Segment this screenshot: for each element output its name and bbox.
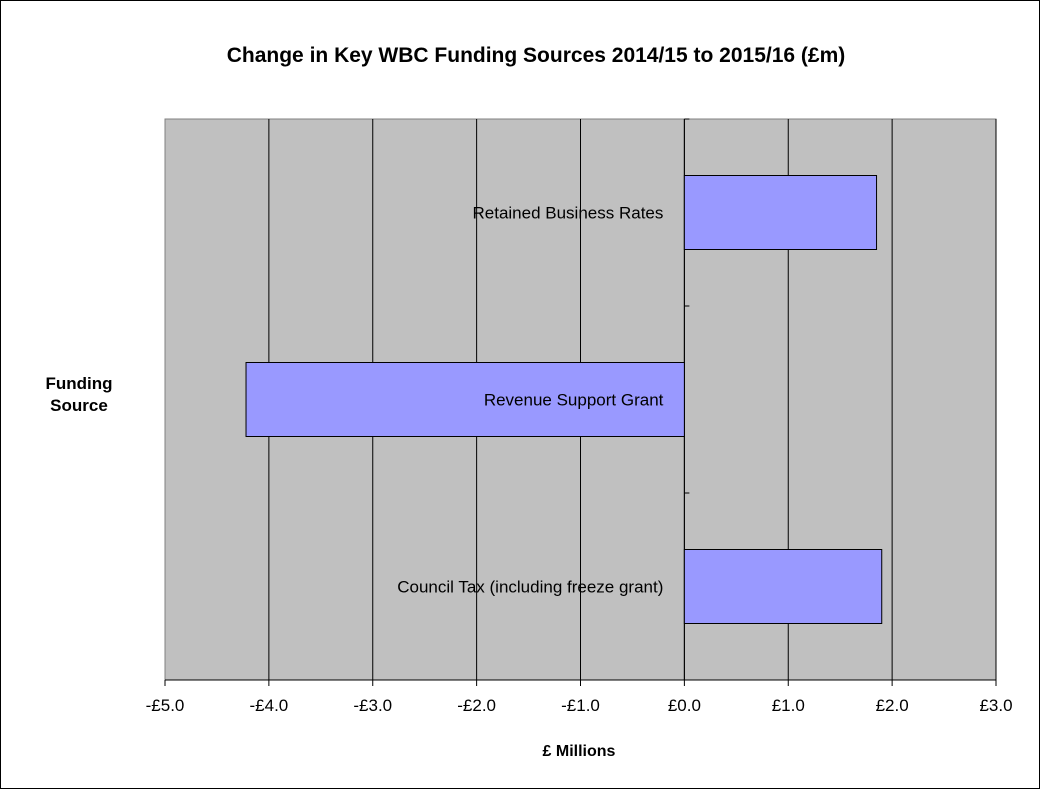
bar-1: [245, 362, 685, 437]
x-axis-title: £ Millions: [542, 743, 616, 760]
x-tick-label-6: £1.0: [772, 696, 805, 715]
x-tick-label-4: -£1.0: [561, 696, 600, 715]
chart-title: Change in Key WBC Funding Sources 2014/1…: [226, 44, 846, 67]
category-label-0: Retained Business Rates: [472, 204, 663, 223]
y-axis-title: Funding Source: [45, 374, 113, 415]
x-tick-label-2: -£3.0: [353, 696, 392, 715]
x-tick-label-1: -£4.0: [250, 696, 289, 715]
x-tick-label-5: £0.0: [668, 696, 701, 715]
x-tick-label-7: £2.0: [876, 696, 909, 715]
bar-0: [683, 175, 878, 250]
x-tick-label-3: -£2.0: [457, 696, 496, 715]
x-tick-label-8: £3.0: [979, 696, 1012, 715]
category-label-1: Revenue Support Grant: [484, 391, 664, 410]
category-label-2: Council Tax (including freeze grant): [397, 578, 663, 597]
x-tick-label-0: -£5.0: [146, 696, 185, 715]
bar-2: [683, 549, 883, 624]
